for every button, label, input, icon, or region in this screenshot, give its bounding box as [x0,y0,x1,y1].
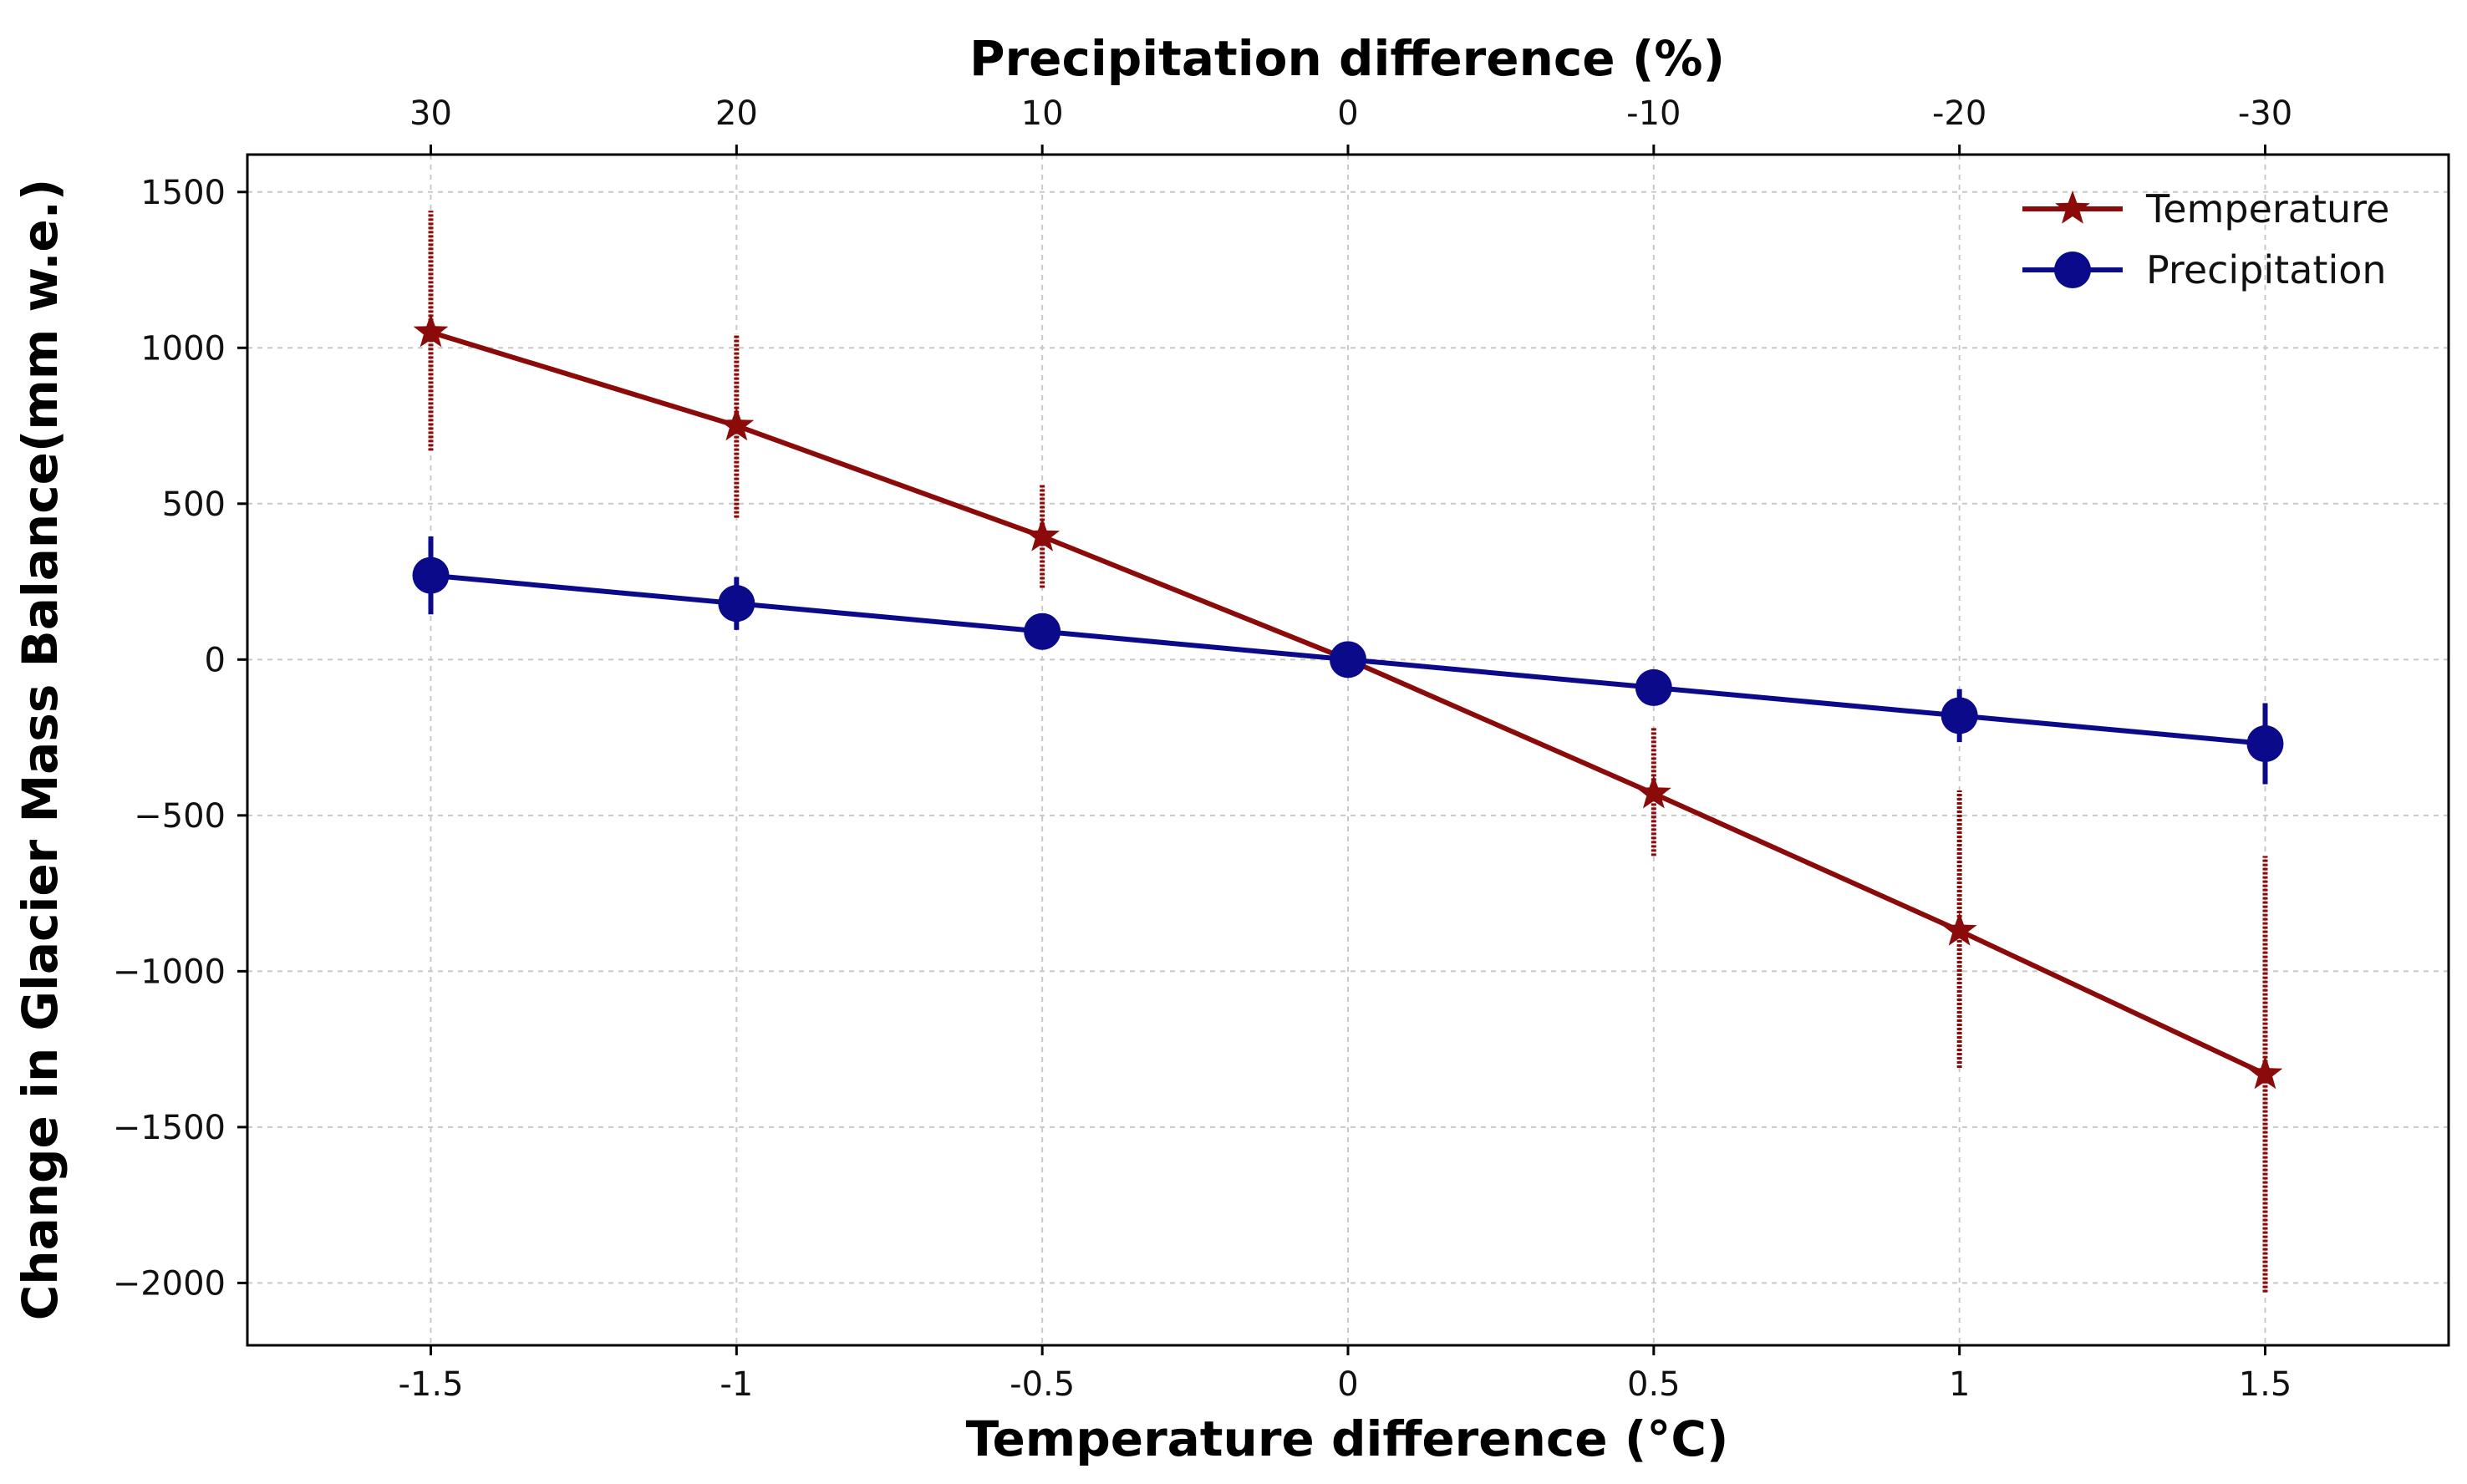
data-series [412,211,2284,1293]
data-point-temperature [1635,775,1671,809]
x2-tick-label: 30 [409,94,452,133]
mass-balance-axis-title: Change in Glacier Mass Balance(mm w.e.) [12,179,69,1321]
data-point-precipitation [1941,697,1978,734]
y-tick-label: 1000 [140,329,226,368]
data-point-precipitation [2246,725,2284,763]
x-tick-label: 0 [1337,1365,1358,1404]
y-tick-label: −2000 [113,1264,226,1303]
legend-label-precipitation: Precipitation [2146,247,2387,292]
axis-ticks: -1.530-120-0.510000.5-101-201.5-30150010… [113,94,2292,1404]
legend-item-precipitation: Precipitation [2022,247,2387,292]
data-point-precipitation [718,585,755,623]
x-tick-label: 0.5 [1627,1365,1681,1404]
legend: Temperature Precipitation [2022,186,2389,292]
x2-tick-label: 0 [1337,94,1358,133]
data-point-temperature [2247,1055,2283,1090]
y-tick-label: −500 [134,797,226,836]
precipitation-axis-title: Precipitation difference (%) [969,30,1725,87]
legend-label-temperature: Temperature [2145,186,2389,231]
y-tick-label: 500 [162,485,226,524]
y-tick-label: 0 [205,641,226,679]
y-tick-label: −1000 [113,953,226,991]
x2-tick-label: -10 [1626,94,1681,133]
legend-star-icon [2055,191,2090,224]
series-precipitation [412,536,2284,785]
x2-tick-label: 10 [1021,94,1064,133]
x2-tick-label: -30 [2238,94,2292,133]
data-point-temperature [1025,518,1061,551]
data-point-temperature [719,407,755,441]
data-point-temperature [1941,912,1977,946]
temperature-axis-title: Temperature difference (°C) [966,1410,1729,1467]
x2-tick-label: -20 [1932,94,1986,133]
data-point-temperature [413,313,449,348]
x-tick-label: -1.5 [398,1365,463,1404]
data-point-precipitation [1024,612,1061,650]
y-tick-label: −1500 [113,1109,226,1147]
x2-tick-label: 20 [715,94,758,133]
x-tick-label: -0.5 [1010,1365,1075,1404]
data-point-precipitation [1330,641,1366,678]
legend-item-temperature: Temperature [2022,186,2389,231]
data-point-precipitation [1635,668,1672,706]
data-point-precipitation [412,556,450,594]
x-tick-label: 1.5 [2239,1365,2292,1404]
y-tick-label: 1500 [140,174,226,212]
x-tick-label: -1 [720,1365,753,1404]
legend-circle-icon [2054,252,2091,288]
x-tick-label: 1 [1949,1365,1970,1404]
